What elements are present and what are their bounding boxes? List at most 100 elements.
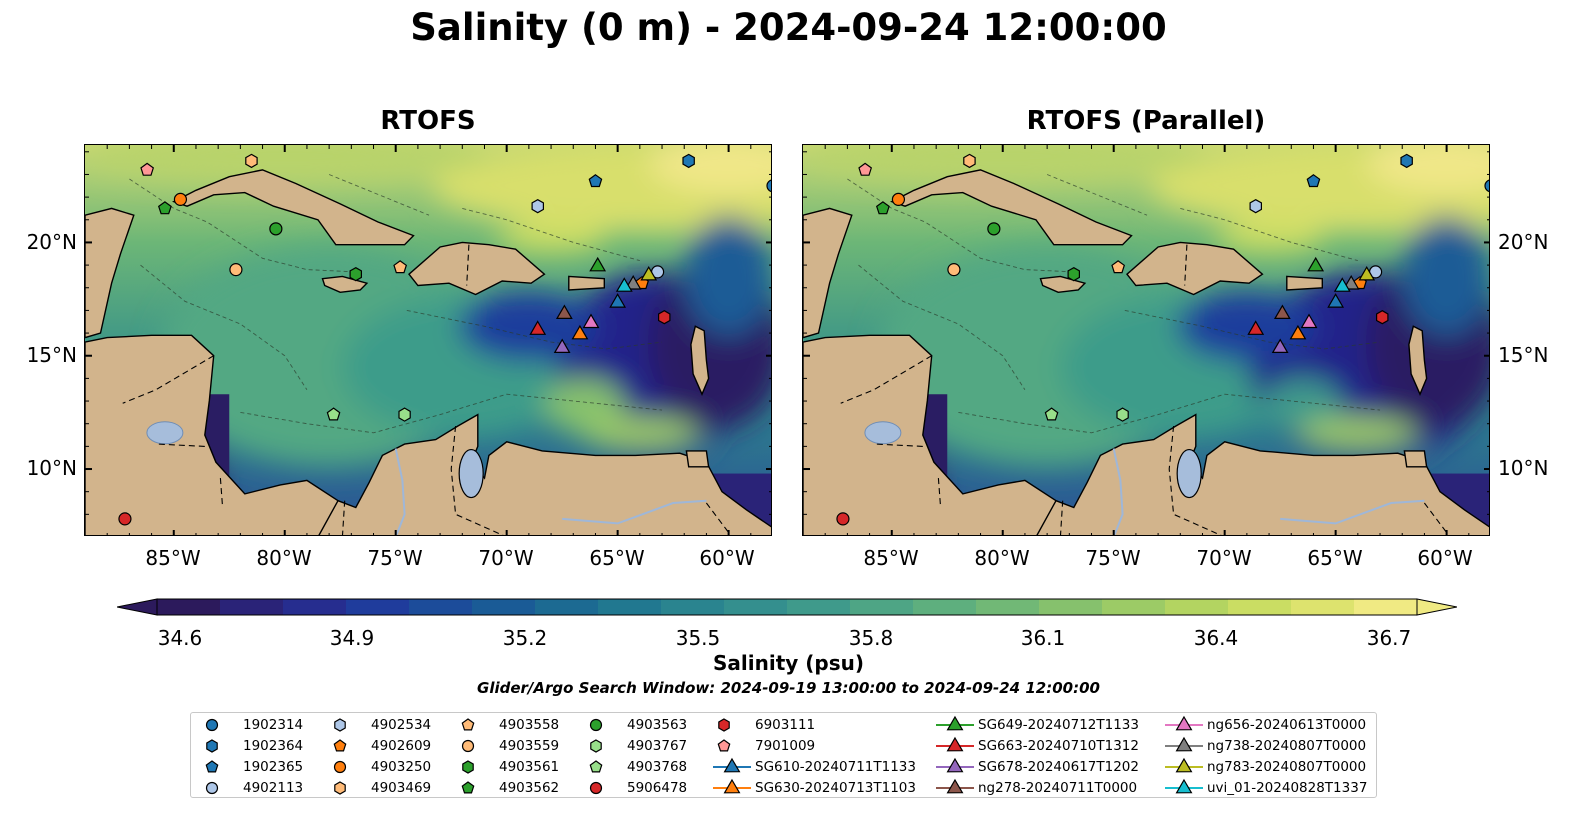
obs-4903768[interactable] [1044,407,1059,421]
obs-1902314[interactable] [1484,179,1490,193]
obs-4903561[interactable] [349,267,362,282]
obs-1902365[interactable] [1306,174,1321,188]
obs-ng783-20240807T0000[interactable] [640,266,658,281]
obs-5906478[interactable] [118,512,132,526]
obs-1902364[interactable] [1400,153,1413,169]
obs-5906478[interactable] [836,512,850,526]
legend-pentagon-marker[interactable] [717,739,731,752]
legend-pentagon-marker[interactable] [461,781,475,794]
map-panel-rtofs[interactable] [84,144,772,536]
legend-hexagon-marker[interactable] [590,739,602,753]
legend-circle-marker[interactable] [333,760,347,774]
map-panel-rtofs-parallel[interactable] [802,144,1490,536]
obs-4903469[interactable] [245,153,258,169]
obs-SG663-20240710T1312[interactable] [1247,320,1265,335]
legend-circle-marker[interactable] [205,718,219,732]
obs-4902534[interactable] [531,199,544,214]
obs-7901009[interactable] [140,162,155,176]
lat-tick-10n: 10°N [26,456,77,480]
obs-4903563[interactable] [987,222,1001,236]
legend-hexagon-marker[interactable] [462,760,474,774]
legend-circle-marker[interactable] [205,781,219,795]
legend-circle-marker[interactable] [589,718,603,732]
lake-maracaibo [458,448,484,499]
legend-hexagon-marker[interactable] [334,781,346,795]
obs-SG663-20240710T1312[interactable] [529,320,547,335]
colorbar-segment [283,599,347,615]
legend-pentagon-marker[interactable] [205,760,219,773]
obs-1902314[interactable] [766,179,772,193]
legend-triangle-marker[interactable] [723,778,741,794]
obs-ng278-20240711T0000[interactable] [1273,304,1291,319]
legend-circle-marker[interactable] [589,781,603,795]
obs-4903768[interactable] [326,407,341,421]
obs-uvi_01-20240828T1337[interactable] [615,277,633,292]
obs-4902534[interactable] [1249,199,1262,214]
obs-4903469[interactable] [963,153,976,169]
legend-pentagon-marker[interactable] [461,718,475,731]
obs-7901009[interactable] [858,162,873,176]
obs-SG610-20240711T1133[interactable] [609,293,627,308]
legend-hexagon-marker[interactable] [206,739,218,753]
obs-4903559[interactable] [229,263,243,277]
legend-triangle-marker[interactable] [1175,757,1193,773]
legend-item: 4903561 [453,757,559,777]
legend-symbol [932,757,978,777]
legend-symbol [709,778,755,798]
obs-SG678-20240617T1202[interactable] [553,338,571,353]
legend-circle-marker[interactable] [461,739,475,753]
obs-SG678-20240617T1202[interactable] [1271,338,1289,353]
obs-4903250[interactable] [173,192,188,206]
colorbar-segment [850,599,914,615]
obs-SG649-20240712T1133[interactable] [1307,256,1325,272]
legend-item: uvi_01-20240828T1337 [1161,778,1367,798]
colorbar-tick-36-1: 36.1 [1020,626,1066,650]
obs-4903250[interactable] [891,192,906,206]
legend-triangle-marker[interactable] [946,757,964,773]
obs-4903559[interactable] [947,263,961,277]
obs-4903563[interactable] [269,222,283,236]
country-border [122,355,214,404]
land-lesser [690,325,710,396]
colorbar-segment [1102,599,1166,615]
land-trinidad [1403,450,1428,468]
legend-pentagon-marker[interactable] [333,739,347,752]
obs-6903111[interactable] [657,310,671,325]
obs-ng738-20240807T0000[interactable] [624,274,642,290]
obs-4903767[interactable] [1116,407,1129,422]
obs-6903111[interactable] [1375,310,1389,325]
obs-SG630-20240713T1103[interactable] [1289,324,1307,340]
obs-ng783-20240807T0000[interactable] [1358,266,1376,281]
obs-4903767[interactable] [398,407,411,422]
legend-symbol [453,715,499,735]
obs-4903558[interactable] [393,260,408,274]
legend-item: 4903768 [581,757,687,777]
lat-tick-20n-right: 20°N [1498,230,1549,254]
legend-label: SG630-20240713T1103 [755,780,916,796]
legend-triangle-marker[interactable] [1175,736,1193,752]
obs-4903562[interactable] [157,201,172,215]
obs-4903562[interactable] [875,201,890,215]
obs-ng738-20240807T0000[interactable] [1342,274,1360,290]
obs-4903558[interactable] [1111,260,1126,274]
legend-pentagon-marker[interactable] [589,760,603,773]
obs-1902365[interactable] [588,174,603,188]
obs-ng656-20240613T0000[interactable] [582,313,600,329]
legend-triangle-marker[interactable] [723,757,741,773]
legend-triangle-marker[interactable] [946,715,964,731]
legend-triangle-marker[interactable] [946,736,964,752]
obs-SG610-20240711T1133[interactable] [1327,293,1345,308]
obs-ng278-20240711T0000[interactable] [555,304,573,319]
legend-hexagon-marker[interactable] [718,718,730,732]
obs-SG630-20240713T1103[interactable] [571,324,589,340]
legend-triangle-marker[interactable] [1175,715,1193,731]
river [394,448,406,535]
legend-hexagon-marker[interactable] [334,718,346,732]
obs-1902364[interactable] [682,153,695,169]
obs-SG649-20240712T1133[interactable] [589,256,607,272]
obs-uvi_01-20240828T1337[interactable] [1333,277,1351,292]
legend-triangle-marker[interactable] [946,778,964,794]
obs-ng656-20240613T0000[interactable] [1300,313,1318,329]
obs-4903561[interactable] [1067,267,1080,282]
legend-triangle-marker[interactable] [1175,778,1193,794]
